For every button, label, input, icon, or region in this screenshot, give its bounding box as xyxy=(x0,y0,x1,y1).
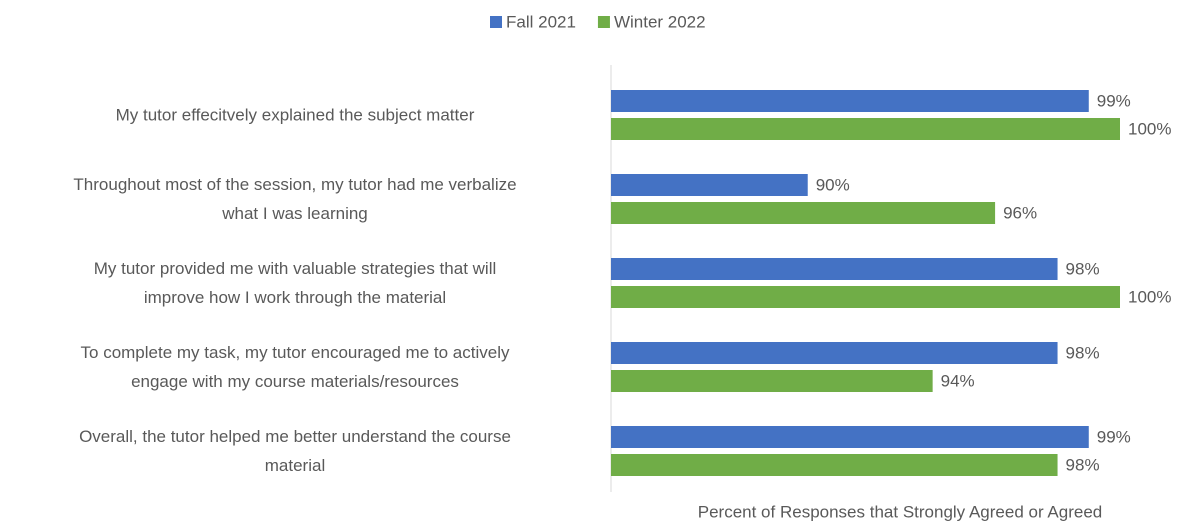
value-label: 100% xyxy=(1128,119,1171,138)
legend-swatch xyxy=(490,16,502,28)
bar xyxy=(611,174,808,196)
legend-label: Fall 2021 xyxy=(506,12,576,31)
bar xyxy=(611,258,1058,280)
legend-label: Winter 2022 xyxy=(614,12,706,31)
bar xyxy=(611,90,1089,112)
bar xyxy=(611,370,933,392)
category-label: Overall, the tutor helped me better unde… xyxy=(79,427,511,475)
category-label: My tutor effecitvely explained the subje… xyxy=(115,105,475,125)
bar xyxy=(611,202,996,224)
category-label: To complete my task, my tutor encouraged… xyxy=(80,343,510,391)
value-label: 100% xyxy=(1128,287,1171,306)
value-label: 98% xyxy=(1066,455,1100,474)
value-label: 94% xyxy=(941,371,975,390)
bar xyxy=(611,118,1120,140)
value-label: 99% xyxy=(1097,91,1131,110)
value-label: 99% xyxy=(1097,427,1131,446)
value-label: 98% xyxy=(1066,343,1100,362)
value-label: 90% xyxy=(816,175,850,194)
x-axis-label: Percent of Responses that Strongly Agree… xyxy=(698,502,1102,521)
value-label: 98% xyxy=(1066,259,1100,278)
category-label: Throughout most of the session, my tutor… xyxy=(73,175,517,223)
value-label: 96% xyxy=(1003,203,1037,222)
legend-swatch xyxy=(597,16,610,28)
category-label: My tutor provided me with valuable strat… xyxy=(93,259,497,307)
bar xyxy=(611,286,1120,308)
bar xyxy=(611,454,1058,476)
bar xyxy=(611,342,1058,364)
bar xyxy=(611,426,1089,448)
